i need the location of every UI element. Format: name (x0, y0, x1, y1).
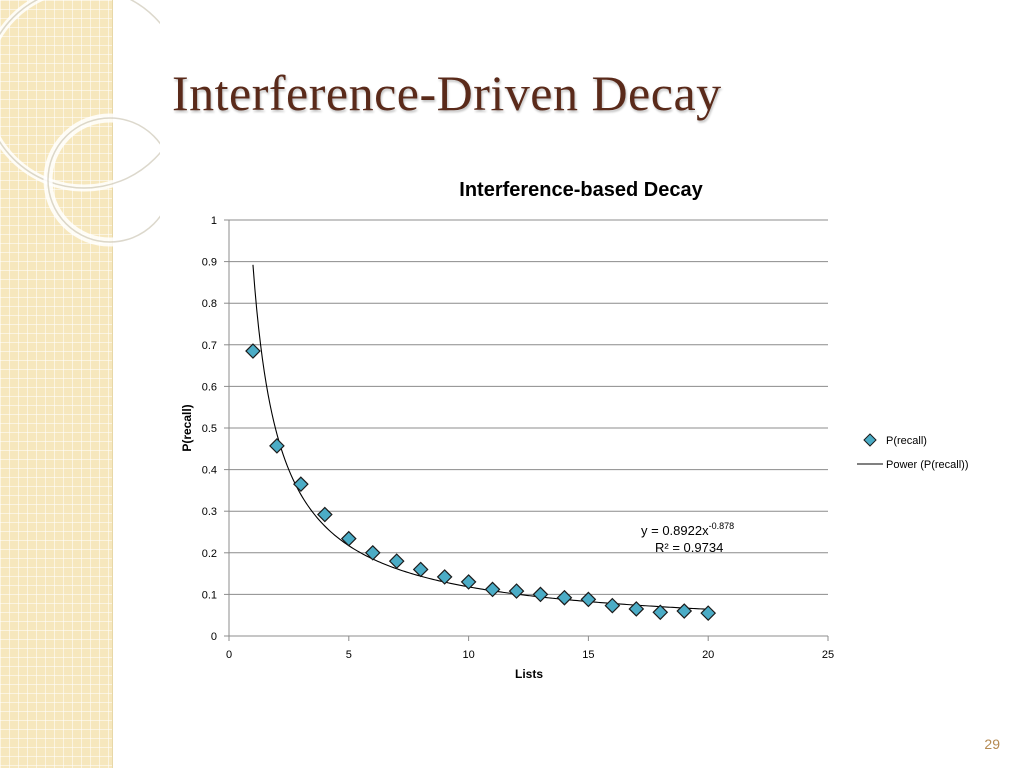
x-tick-label-2: 10 (462, 649, 474, 661)
page-number: 29 (984, 736, 1000, 752)
legend-label-p-recall: P(recall) (886, 435, 927, 447)
y-tick-label-3: 0.3 (202, 506, 217, 518)
decorative-rings (0, 0, 160, 247)
x-tick-label-0: 0 (226, 649, 232, 661)
data-point-19 (676, 603, 693, 619)
data-point-16 (604, 597, 621, 614)
data-point-2 (269, 438, 285, 454)
data-point-17 (628, 601, 645, 617)
y-tick-label-7: 0.7 (202, 340, 217, 352)
y-tick-label-10: 1 (211, 215, 217, 227)
data-point-6 (364, 544, 381, 561)
data-point-20 (700, 605, 717, 621)
x-tick-label-4: 20 (702, 649, 714, 661)
y-tick-label-4: 0.4 (202, 465, 217, 477)
axes (224, 219, 829, 641)
data-point-18 (652, 604, 669, 621)
data-point-3 (293, 476, 309, 493)
legend-item-p-recall: P(recall) (863, 433, 927, 447)
decorative-left-strip (0, 0, 113, 768)
data-point-9 (436, 569, 453, 585)
data-point-4 (316, 506, 333, 523)
y-tick-label-6: 0.6 (202, 381, 217, 393)
x-tick-label-3: 15 (582, 649, 594, 661)
legend-diamond-marker (863, 433, 877, 447)
trendline (252, 264, 709, 610)
legend: P(recall) Power (P(recall)) (857, 433, 969, 471)
trendline-equation: y = 0.8922x-0.878 (641, 521, 734, 538)
x-axis-label: Lists (515, 667, 543, 681)
data-point-7 (388, 553, 405, 569)
y-tick-label-8: 0.8 (202, 298, 217, 310)
data-point-1 (245, 343, 261, 359)
legend-label-power: Power (P(recall)) (886, 459, 969, 471)
gridlines (229, 219, 828, 595)
power-trendline (252, 264, 709, 610)
data-points (245, 343, 717, 621)
data-point-13 (532, 586, 549, 603)
chart-title: Interference-based Decay (459, 179, 703, 201)
y-tick-label-5: 0.5 (202, 423, 217, 435)
x-tick-label-5: 25 (822, 649, 834, 661)
y-axis-label: P(recall) (180, 404, 194, 451)
y-tick-label-2: 0.2 (202, 548, 217, 560)
y-tick-label-1: 0.1 (202, 589, 217, 601)
data-point-11 (484, 581, 501, 598)
y-tick-label-0: 0 (211, 631, 217, 643)
data-point-10 (460, 574, 477, 590)
slide-title: Interference-Driven Decay (172, 65, 722, 121)
data-point-12 (508, 583, 525, 599)
x-tick-label-1: 5 (346, 649, 352, 661)
r-squared: R² = 0.9734 (655, 540, 723, 555)
tick-labels: 00.10.20.30.40.50.60.70.80.910 5 10 15 20 25 (202, 215, 834, 661)
data-point-5 (340, 530, 357, 547)
y-tick-label-9: 0.9 (202, 257, 217, 269)
data-point-8 (412, 561, 429, 578)
data-point-15 (580, 591, 597, 608)
data-point-14 (556, 589, 573, 606)
legend-item-power: Power (P(recall)) (857, 459, 969, 471)
